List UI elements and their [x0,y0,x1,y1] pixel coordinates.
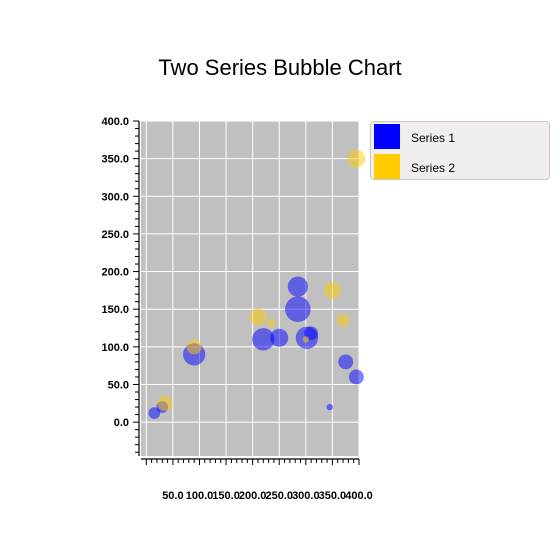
y-tick-label: 0.0 [114,417,129,429]
bubble-series-1 [348,369,364,385]
chart-title: Two Series Bubble Chart [158,55,402,80]
axes [133,120,360,465]
legend-label-series-1: Series 1 [411,131,456,145]
x-tick-label: 250.0 [265,490,293,502]
y-tick-label: 300.0 [101,191,129,203]
x-tick-label: 300.0 [292,490,320,502]
legend: Series 1 Series 2 [370,121,550,180]
legend-swatch-series-1 [374,124,400,149]
bubble-series-2 [336,314,350,327]
y-tick-label: 250.0 [101,229,129,241]
bubble-series-1 [326,403,333,411]
x-tick-label: 100.0 [186,490,214,502]
bubble-series-2 [347,149,366,168]
legend-item-series-1: Series 1 [371,122,549,150]
bubble-series-1 [148,407,161,419]
x-tick-labels: 50.0 100.0 150.0 200.0 250.0 300.0 350.0 400.0 [162,490,373,502]
legend-label-series-2: Series 2 [411,161,456,175]
y-tick-label: 100.0 [101,342,129,354]
legend-swatch-series-2 [374,154,400,179]
bubble-series-1 [338,354,354,370]
bubbles [148,149,366,419]
y-tick-label: 150.0 [101,304,129,316]
y-tick-labels: 0.0 50.0 100.0 150.0 200.0 250.0 300.0 350.0 400… [101,116,129,429]
bubble-series-2 [323,281,341,299]
x-tick-label: 50.0 [162,490,183,502]
legend-item-series-2: Series 2 [371,152,549,180]
bubble-series-1 [285,296,311,322]
y-tick-label: 400.0 [101,116,129,128]
bubble-series-2 [249,308,267,326]
y-tick-label: 200.0 [101,267,129,279]
bubble-series-2 [157,395,173,411]
bubble-series-2 [267,318,276,328]
bubble-series-2 [302,336,310,343]
bubble-series-1 [287,276,308,297]
x-tick-label: 150.0 [212,490,240,502]
bubble-series-2 [186,339,202,355]
x-tick-label: 400.0 [345,490,373,502]
y-tick-label: 350.0 [101,154,129,166]
y-tick-label: 50.0 [108,379,129,391]
plot-background [141,121,359,456]
bubble-series-1 [270,328,289,347]
bubble-series-1 [252,328,275,351]
x-tick-label: 350.0 [319,490,347,502]
x-tick-label: 200.0 [239,490,267,502]
